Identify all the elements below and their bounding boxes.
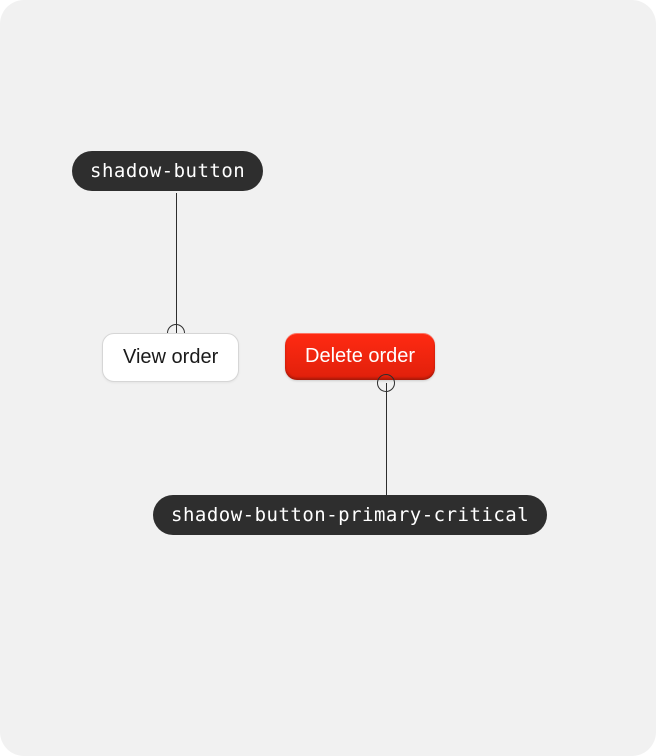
token-label-shadow-button-primary-critical: shadow-button-primary-critical: [153, 495, 547, 535]
token-label-shadow-button: shadow-button: [72, 151, 263, 191]
connector-line-top: [176, 193, 177, 333]
view-order-button[interactable]: View order: [102, 333, 239, 382]
diagram-canvas: shadow-button View order Delete order sh…: [0, 0, 656, 756]
delete-order-button[interactable]: Delete order: [285, 333, 435, 380]
connector-line-bottom: [386, 383, 387, 495]
